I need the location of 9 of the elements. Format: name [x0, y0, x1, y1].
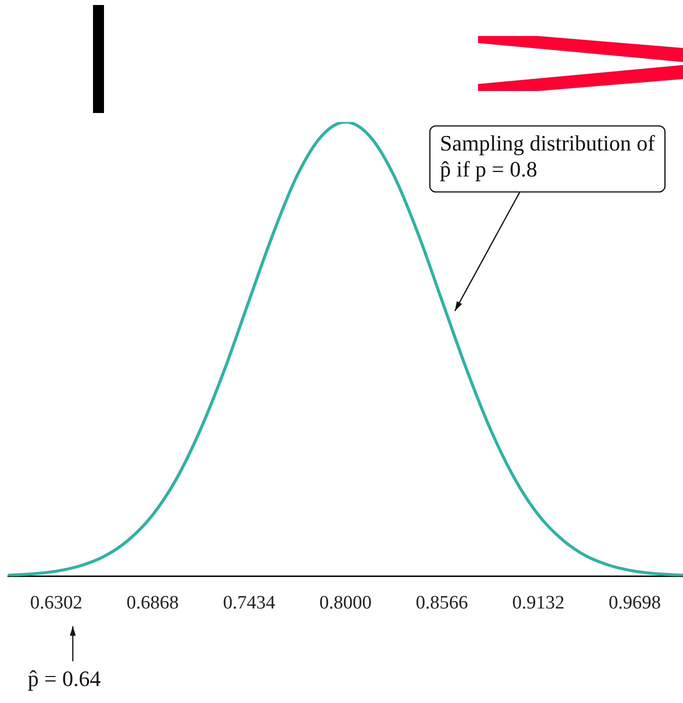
x-tick-label: 0.8566: [416, 592, 468, 614]
x-tick-label: 0.9698: [608, 592, 661, 614]
x-tick-label: 0.9132: [512, 592, 564, 614]
x-tick-label: 0.6868: [126, 592, 179, 614]
x-tick-label: 0.6302: [30, 592, 82, 614]
text: p̂ = 0.64: [28, 666, 101, 691]
annotation: Sampling distribution of p̂ if p = 0.8: [440, 130, 656, 182]
x-tick-label: 0.8000: [319, 592, 372, 614]
x-tick-label: 0.7434: [222, 592, 276, 614]
